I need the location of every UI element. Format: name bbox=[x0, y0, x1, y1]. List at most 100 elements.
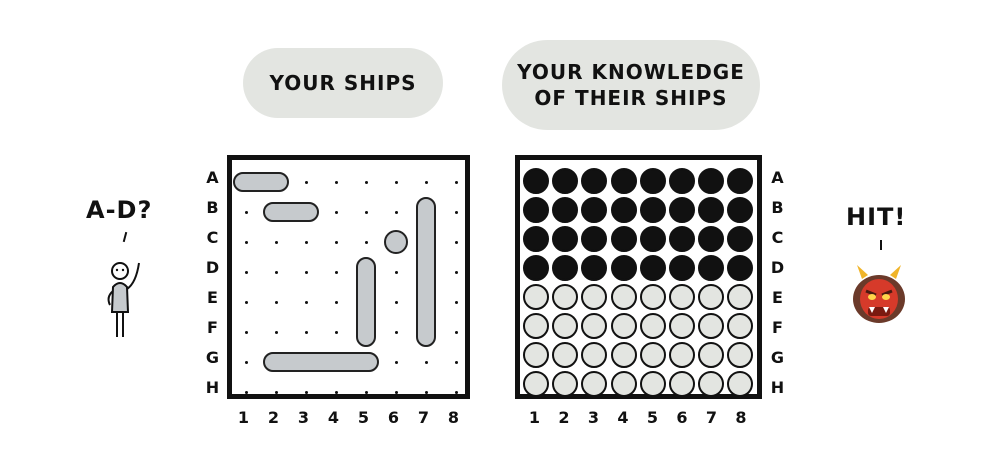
grid-dot bbox=[455, 391, 458, 394]
grid-dot bbox=[335, 181, 338, 184]
grid-dot bbox=[395, 271, 398, 274]
grid-dot bbox=[335, 241, 338, 244]
opponent-knowledge-board bbox=[515, 155, 762, 399]
stick-figure-icon bbox=[107, 262, 140, 337]
miss-cell-G5 bbox=[639, 342, 666, 368]
unknown-cell-B4 bbox=[610, 197, 637, 223]
grid-dot bbox=[275, 391, 278, 394]
unknown-cell-C2 bbox=[552, 226, 579, 252]
player-speech-tick bbox=[122, 231, 128, 243]
miss-cell-E1 bbox=[523, 284, 549, 310]
col-label-left-5: 5 bbox=[357, 408, 371, 427]
miss-cell-F4 bbox=[610, 313, 637, 339]
unknown-cell-A7 bbox=[698, 168, 725, 194]
grid-dot bbox=[245, 211, 248, 214]
ship-1 bbox=[233, 172, 289, 192]
unknown-cell-B6 bbox=[669, 197, 695, 223]
row-label-right-F: F bbox=[772, 318, 784, 337]
col-label-left-6: 6 bbox=[387, 408, 401, 427]
miss-cell-H2 bbox=[552, 371, 579, 397]
miss-cell-F2 bbox=[552, 313, 579, 339]
unknown-cell-B7 bbox=[698, 197, 725, 223]
your-ships-bubble: YOUR SHIPS bbox=[243, 48, 443, 118]
unknown-cell-C8 bbox=[727, 226, 754, 252]
unknown-cell-A4 bbox=[610, 168, 637, 194]
unknown-cell-C3 bbox=[581, 226, 608, 252]
miss-cell-H7 bbox=[698, 371, 725, 397]
grid-dot bbox=[335, 331, 338, 334]
miss-cell-G7 bbox=[698, 342, 725, 368]
unknown-cell-D5 bbox=[639, 255, 666, 281]
grid-dot bbox=[335, 301, 338, 304]
grid-dot bbox=[305, 331, 308, 334]
player-speech: A-D? bbox=[86, 196, 153, 224]
row-label-right-E: E bbox=[772, 288, 784, 307]
col-label-left-3: 3 bbox=[297, 408, 311, 427]
row-label-right-D: D bbox=[770, 258, 786, 277]
unknown-cell-C6 bbox=[669, 226, 695, 252]
your-ships-board bbox=[227, 155, 470, 399]
knowledge-bubble: YOUR KNOWLEDGE OF THEIR SHIPS bbox=[502, 40, 760, 130]
grid-dot bbox=[365, 391, 368, 394]
unknown-cell-D1 bbox=[523, 255, 549, 281]
red-oni-demon-icon bbox=[853, 265, 905, 323]
grid-dot bbox=[335, 391, 338, 394]
grid-dot bbox=[275, 241, 278, 244]
grid-dot bbox=[305, 241, 308, 244]
col-label-right-7: 7 bbox=[705, 408, 719, 427]
ship-5 bbox=[416, 197, 436, 347]
grid-dot bbox=[275, 271, 278, 274]
row-label-right-C: C bbox=[771, 228, 785, 247]
row-label-right-G: G bbox=[770, 348, 786, 367]
miss-cell-E8 bbox=[727, 284, 754, 310]
ship-4 bbox=[356, 257, 376, 347]
knowledge-title-line2: OF THEIR SHIPS bbox=[534, 86, 728, 110]
unknown-cell-B8 bbox=[727, 197, 754, 223]
miss-cell-H3 bbox=[581, 371, 608, 397]
grid-dot bbox=[365, 181, 368, 184]
row-label-left-H: H bbox=[205, 378, 221, 397]
row-label-right-A: A bbox=[771, 168, 785, 187]
grid-dot bbox=[245, 391, 248, 394]
unknown-cell-D3 bbox=[581, 255, 608, 281]
grid-dot bbox=[365, 211, 368, 214]
miss-cell-G3 bbox=[581, 342, 608, 368]
grid-dot bbox=[245, 331, 248, 334]
row-label-right-B: B bbox=[771, 198, 785, 217]
unknown-cell-C7 bbox=[698, 226, 725, 252]
col-label-right-4: 4 bbox=[617, 408, 630, 427]
col-label-left-2: 2 bbox=[267, 408, 281, 427]
unknown-cell-A8 bbox=[727, 168, 754, 194]
miss-cell-F5 bbox=[639, 313, 666, 339]
col-label-right-2: 2 bbox=[558, 408, 571, 427]
knowledge-title-line1: YOUR KNOWLEDGE bbox=[517, 60, 745, 84]
unknown-cell-D4 bbox=[610, 255, 637, 281]
ship-6 bbox=[263, 352, 379, 372]
miss-cell-E7 bbox=[698, 284, 725, 310]
unknown-cell-C1 bbox=[523, 226, 549, 252]
grid-dot bbox=[245, 361, 248, 364]
unknown-cell-B1 bbox=[523, 197, 549, 223]
grid-dot bbox=[275, 301, 278, 304]
unknown-cell-A3 bbox=[581, 168, 608, 194]
col-label-right-5: 5 bbox=[646, 408, 660, 427]
unknown-cell-D7 bbox=[698, 255, 725, 281]
miss-cell-E3 bbox=[581, 284, 608, 310]
unknown-cell-A2 bbox=[552, 168, 579, 194]
grid-dot bbox=[305, 271, 308, 274]
col-label-right-1: 1 bbox=[528, 408, 542, 427]
unknown-cell-C4 bbox=[610, 226, 637, 252]
col-label-right-6: 6 bbox=[676, 408, 689, 427]
grid-dot bbox=[455, 271, 458, 274]
row-label-right-H: H bbox=[770, 378, 786, 397]
col-label-left-8: 8 bbox=[447, 408, 461, 427]
grid-dot bbox=[395, 181, 398, 184]
miss-cell-F1 bbox=[523, 313, 549, 339]
grid-dot bbox=[245, 301, 248, 304]
opponent-speech: HIT! bbox=[846, 203, 907, 231]
row-label-left-F: F bbox=[207, 318, 219, 337]
ship-3 bbox=[384, 230, 408, 254]
col-label-right-3: 3 bbox=[587, 408, 601, 427]
miss-cell-G4 bbox=[610, 342, 637, 368]
unknown-cell-C5 bbox=[639, 226, 666, 252]
